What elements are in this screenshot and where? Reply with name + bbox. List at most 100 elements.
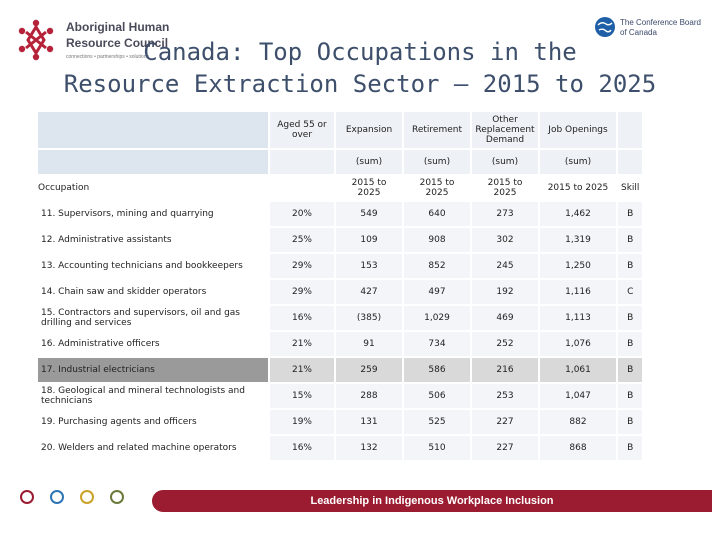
skill-cell: B — [618, 332, 643, 356]
header-retirement: Retirement — [404, 112, 470, 148]
retirement-cell: 1,029 — [404, 306, 470, 330]
retirement-cell: 510 — [404, 436, 470, 460]
occupation-cell: 13. Accounting technicians and bookkeepe… — [38, 254, 268, 278]
expansion-cell: 91 — [336, 332, 402, 356]
header-aged-blank — [270, 176, 334, 200]
header-period-expansion: 2015 to 2025 — [336, 176, 402, 200]
skill-cell: B — [618, 358, 643, 382]
skill-cell: C — [618, 280, 643, 304]
aged-cell: 25% — [270, 228, 334, 252]
header-blank — [38, 150, 268, 174]
table-row: 11. Supervisors, mining and quarrying 20… — [38, 202, 643, 226]
header-blank — [38, 112, 268, 148]
other-cell: 192 — [472, 280, 538, 304]
header-row-3: Occupation 2015 to 2025 2015 to 2025 201… — [38, 176, 643, 200]
header-other-replacement: Other Replacement Demand — [472, 112, 538, 148]
header-row-2: (sum) (sum) (sum) (sum) — [38, 150, 643, 174]
other-cell: 253 — [472, 384, 538, 408]
openings-cell: 1,061 — [540, 358, 616, 382]
logo-left-line1: Aboriginal Human — [66, 20, 170, 34]
retirement-cell: 640 — [404, 202, 470, 226]
expansion-cell: 132 — [336, 436, 402, 460]
openings-cell: 1,116 — [540, 280, 616, 304]
table-row-highlighted: 17. Industrial electricians 21% 259 586 … — [38, 358, 643, 382]
retirement-cell: 525 — [404, 410, 470, 434]
openings-cell: 882 — [540, 410, 616, 434]
openings-cell: 1,250 — [540, 254, 616, 278]
other-cell: 302 — [472, 228, 538, 252]
other-cell: 227 — [472, 410, 538, 434]
expansion-cell: 109 — [336, 228, 402, 252]
aged-cell: 16% — [270, 436, 334, 460]
other-cell: 245 — [472, 254, 538, 278]
other-cell: 227 — [472, 436, 538, 460]
aged-cell: 19% — [270, 410, 334, 434]
aged-cell: 29% — [270, 280, 334, 304]
header-period-other: 2015 to 2025 — [472, 176, 538, 200]
openings-cell: 868 — [540, 436, 616, 460]
occupation-cell: 17. Industrial electricians — [38, 358, 268, 382]
header-row-1: Aged 55 or over Expansion Retirement Oth… — [38, 112, 643, 148]
circle-2-icon — [50, 490, 64, 504]
expansion-cell: 549 — [336, 202, 402, 226]
occupation-cell: 15. Contractors and supervisors, oil and… — [38, 306, 268, 330]
retirement-cell: 734 — [404, 332, 470, 356]
aged-cell: 20% — [270, 202, 334, 226]
header-aged: Aged 55 or over — [270, 112, 334, 148]
occupation-cell: 16. Administrative officers — [38, 332, 268, 356]
header-aged-blank — [270, 150, 334, 174]
occupation-cell: 11. Supervisors, mining and quarrying — [38, 202, 268, 226]
conference-board-logo: The Conference Board of Canada — [594, 14, 714, 44]
header-sum-retirement: (sum) — [404, 150, 470, 174]
retirement-cell: 506 — [404, 384, 470, 408]
occupation-cell: 18. Geological and mineral technologists… — [38, 384, 268, 408]
retirement-cell: 852 — [404, 254, 470, 278]
other-cell: 216 — [472, 358, 538, 382]
header-period-openings: 2015 to 2025 — [540, 176, 616, 200]
retirement-cell: 908 — [404, 228, 470, 252]
table-row: 12. Administrative assistants 25% 109 90… — [38, 228, 643, 252]
header-occupation: Occupation — [38, 176, 268, 200]
header-skill: Skill — [618, 176, 643, 200]
openings-cell: 1,076 — [540, 332, 616, 356]
title-line-1: Canada: Top Occupations in the — [143, 38, 577, 66]
aged-cell: 29% — [270, 254, 334, 278]
expansion-cell: 259 — [336, 358, 402, 382]
expansion-cell: 427 — [336, 280, 402, 304]
expansion-cell: 131 — [336, 410, 402, 434]
header-expansion: Expansion — [336, 112, 402, 148]
table-row: 16. Administrative officers 21% 91 734 2… — [38, 332, 643, 356]
retirement-cell: 497 — [404, 280, 470, 304]
other-cell: 273 — [472, 202, 538, 226]
header-skill-blank — [618, 112, 643, 148]
other-cell: 252 — [472, 332, 538, 356]
occupation-cell: 14. Chain saw and skidder operators — [38, 280, 268, 304]
people-circle-logo-icon — [18, 19, 54, 61]
openings-cell: 1,319 — [540, 228, 616, 252]
header-skill-blank — [618, 150, 643, 174]
expansion-cell: 288 — [336, 384, 402, 408]
skill-cell: B — [618, 228, 643, 252]
logo-right-line2: of Canada — [620, 28, 657, 37]
logo-left-tagline: connections • partnerships • solutions — [66, 54, 149, 60]
table-row: 19. Purchasing agents and officers 19% 1… — [38, 410, 643, 434]
expansion-cell: (385) — [336, 306, 402, 330]
skill-cell: B — [618, 306, 643, 330]
slide-title: Canada: Top Occupations in the Resource … — [0, 36, 720, 100]
aged-cell: 16% — [270, 306, 334, 330]
table-row: 15. Contractors and supervisors, oil and… — [38, 306, 643, 330]
aged-cell: 21% — [270, 358, 334, 382]
skill-cell: B — [618, 202, 643, 226]
skill-cell: B — [618, 410, 643, 434]
expansion-cell: 153 — [336, 254, 402, 278]
circle-4-icon — [110, 490, 124, 504]
header-job-openings: Job Openings — [540, 112, 616, 148]
occupation-cell: 20. Welders and related machine operator… — [38, 436, 268, 460]
skill-cell: B — [618, 436, 643, 460]
table-row: 18. Geological and mineral technologists… — [38, 384, 643, 408]
occupation-cell: 19. Purchasing agents and officers — [38, 410, 268, 434]
logo-right-line1: The Conference Board — [620, 18, 701, 27]
header-sum-openings: (sum) — [540, 150, 616, 174]
openings-cell: 1,047 — [540, 384, 616, 408]
openings-cell: 1,113 — [540, 306, 616, 330]
